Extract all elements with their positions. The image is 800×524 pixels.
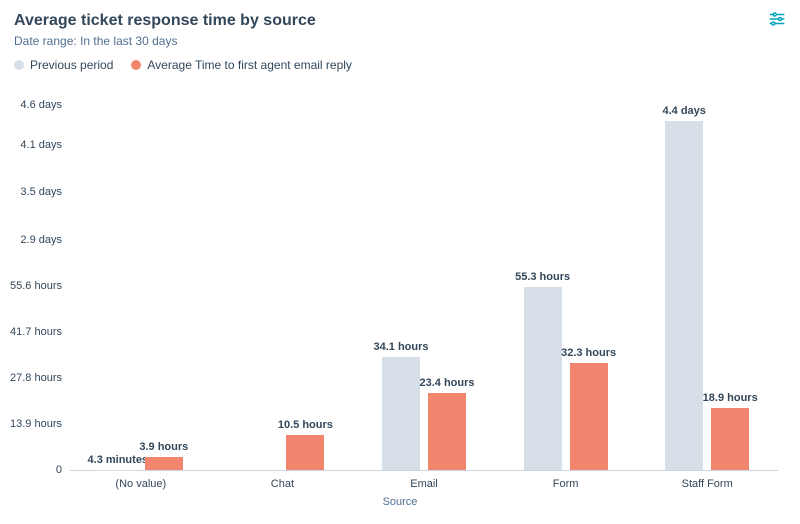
- bar-value-label: 55.3 hours: [515, 271, 570, 283]
- bar-value-label: 10.5 hours: [278, 419, 333, 431]
- bar-current[interactable]: 18.9 hours: [711, 408, 749, 470]
- legend-item-current[interactable]: Average Time to first agent email reply: [131, 58, 352, 72]
- report-header: Average ticket response time by source D…: [14, 12, 786, 72]
- settings-sliders-icon[interactable]: [768, 10, 786, 33]
- y-tick-label: 3.5 days: [20, 186, 62, 198]
- bar-previous[interactable]: 55.3 hours: [524, 287, 562, 470]
- legend-swatch-current: [131, 60, 141, 70]
- bar-current[interactable]: 10.5 hours: [286, 435, 324, 470]
- category-label: Chat: [271, 478, 294, 490]
- bar-value-label: 18.9 hours: [703, 392, 758, 404]
- bar-value-label: 32.3 hours: [561, 347, 616, 359]
- bar-value-label: 34.1 hours: [373, 341, 428, 353]
- legend-label: Previous period: [30, 58, 113, 72]
- bar-previous[interactable]: 4.4 days: [665, 121, 703, 470]
- bar-value-label: 3.9 hours: [139, 441, 188, 453]
- y-tick-label: 4.1 days: [20, 139, 62, 151]
- bar-value-label: 23.4 hours: [419, 377, 474, 389]
- y-tick-label: 13.9 hours: [10, 418, 62, 430]
- y-tick-label: 2.9 days: [20, 234, 62, 246]
- date-range-value: In the last 30 days: [80, 34, 177, 48]
- category-label: Form: [553, 478, 579, 490]
- category-label: Email: [410, 478, 438, 490]
- bar-value-label: 4.4 days: [662, 105, 705, 117]
- y-tick-label: 4.6 days: [20, 99, 62, 111]
- legend-item-previous[interactable]: Previous period: [14, 58, 113, 72]
- legend-swatch-previous: [14, 60, 24, 70]
- plot-area: 4.6 days4.1 days3.5 days2.9 days55.6 hou…: [70, 90, 778, 470]
- date-range: Date range: In the last 30 days: [14, 34, 786, 48]
- date-range-label: Date range:: [14, 34, 77, 48]
- bar-current[interactable]: 32.3 hours: [570, 363, 608, 470]
- report-card: Average ticket response time by source D…: [0, 0, 800, 524]
- y-tick-label: 55.6 hours: [10, 280, 62, 292]
- y-tick-label: 41.7 hours: [10, 326, 62, 338]
- x-axis-line: [70, 470, 778, 471]
- report-title: Average ticket response time by source: [14, 12, 786, 30]
- bar-current[interactable]: 3.9 hours: [145, 457, 183, 470]
- bar-value-label: 4.3 minutes: [88, 454, 149, 466]
- bar-chart: Average Time to first agent email reply …: [0, 80, 800, 510]
- bar-current[interactable]: 23.4 hours: [428, 393, 466, 470]
- legend-label: Average Time to first agent email reply: [147, 58, 352, 72]
- category-label: Staff Form: [682, 478, 733, 490]
- x-axis-title: Source: [0, 496, 800, 508]
- y-tick-label: 27.8 hours: [10, 372, 62, 384]
- category-label: (No value): [115, 478, 166, 490]
- bar-previous[interactable]: 34.1 hours: [382, 357, 420, 470]
- legend: Previous period Average Time to first ag…: [14, 58, 786, 72]
- y-tick-label: 0: [56, 464, 62, 476]
